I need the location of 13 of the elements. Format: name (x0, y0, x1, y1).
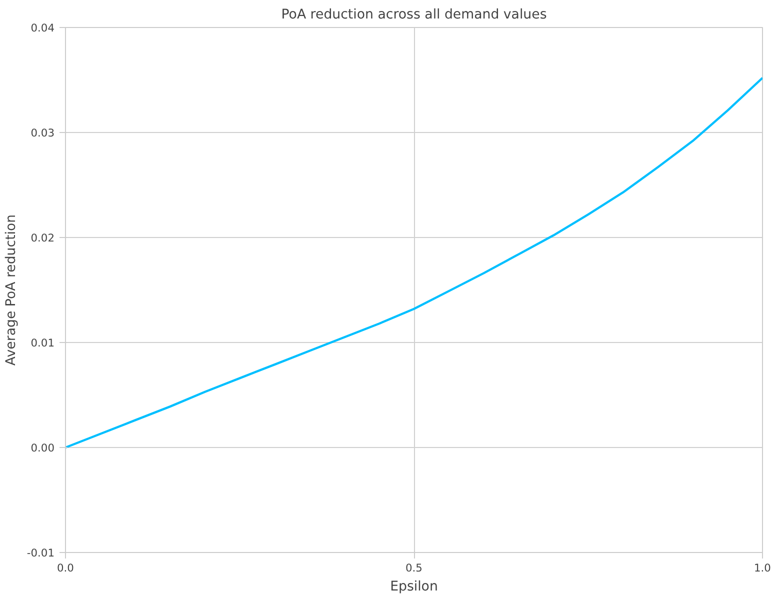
y-tick-label: 0.02 (30, 232, 55, 244)
x-tick-label: 0.0 (57, 562, 74, 574)
x-tick-label: 1.0 (754, 562, 772, 574)
line-series (66, 76, 762, 449)
y-tick-label: 0.03 (30, 126, 55, 140)
y-tick-label: 0.01 (30, 336, 55, 350)
y-tick-label: -0.01 (26, 546, 55, 560)
y-tick-label: 0.00 (30, 442, 55, 454)
chart-title: PoA reduction across all demand values (281, 8, 547, 22)
y-tick-label: 0.04 (30, 22, 55, 34)
x-tick-label: 0.5 (406, 562, 422, 574)
y-axis-title: Average PoA reduction (4, 214, 19, 366)
x-axis-title: Epsilon (390, 580, 438, 594)
